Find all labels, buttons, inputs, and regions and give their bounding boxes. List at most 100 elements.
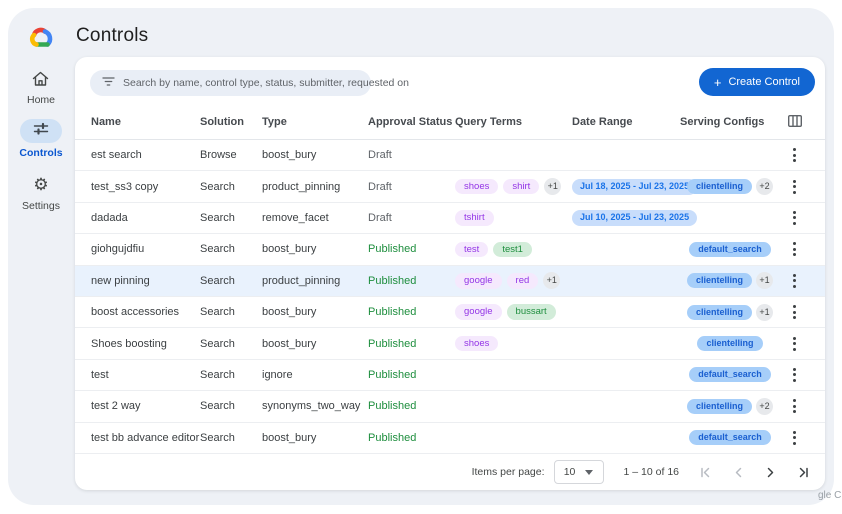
cell-type: remove_facet xyxy=(262,211,329,224)
serving-config-chip: default_search xyxy=(689,367,771,383)
controls-card: Search by name, control type, status, su… xyxy=(75,57,825,490)
table-row[interactable]: test_ss3 copy Search product_pinning Dra… xyxy=(75,171,825,203)
cell-solution: Search xyxy=(200,211,235,224)
cell-type: synonyms_two_way xyxy=(262,400,361,413)
row-menu-kebab-icon[interactable] xyxy=(789,270,800,292)
cell-query-terms: google red +1 xyxy=(455,272,572,290)
row-menu-kebab-icon[interactable] xyxy=(789,207,800,229)
row-menu-kebab-icon[interactable] xyxy=(789,364,800,386)
pagination-bar: Items per page: 10 1 – 10 of 16 xyxy=(75,454,825,490)
active-item-pill xyxy=(19,119,62,143)
cell-approval-status: Draft xyxy=(368,211,392,224)
cell-solution: Search xyxy=(200,306,235,319)
row-menu-kebab-icon[interactable] xyxy=(789,395,800,417)
sidebar-item-settings[interactable]: ⚙ Settings xyxy=(22,172,60,213)
cell-type: boost_bury xyxy=(262,431,317,444)
query-term-chip: google xyxy=(455,304,502,320)
cell-solution: Search xyxy=(200,400,235,413)
cell-name: giohgujdfiu xyxy=(91,243,145,256)
search-input[interactable]: Search by name, control type, status, su… xyxy=(90,70,409,96)
cell-name: Shoes boosting xyxy=(91,337,167,350)
table-row[interactable]: test 2 way Search synonyms_two_way Publi… xyxy=(75,391,825,423)
column-header-name: Name xyxy=(91,116,121,128)
query-term-chip: shoes xyxy=(455,178,499,195)
table-row[interactable]: new pinning Search product_pinning Publi… xyxy=(75,265,825,297)
column-header-date-range: Date Range xyxy=(572,116,633,128)
cell-date-range: Jul 18, 2025 - Jul 23, 2025 xyxy=(572,178,698,195)
first-page-button[interactable] xyxy=(698,465,713,480)
row-menu-kebab-icon[interactable] xyxy=(789,144,800,166)
cell-query-terms: test test1 xyxy=(455,241,572,258)
plus-icon: + xyxy=(713,74,722,90)
query-term-chip: red xyxy=(506,273,539,289)
row-menu-kebab-icon[interactable] xyxy=(789,176,800,198)
next-page-button[interactable] xyxy=(764,465,777,480)
row-menu-kebab-icon[interactable] xyxy=(789,238,800,260)
more-terms-badge: +1 xyxy=(543,272,561,290)
row-menu-kebab-icon[interactable] xyxy=(789,301,800,323)
table-row[interactable]: giohgujdfiu Search boost_bury Published … xyxy=(75,234,825,266)
more-serving-badge: +2 xyxy=(756,178,773,196)
query-term-chip: shoes xyxy=(455,335,499,352)
date-range-chip: Jul 10, 2025 - Jul 23, 2025 xyxy=(572,209,698,226)
items-per-page-label: Items per page: xyxy=(471,466,545,478)
table-row[interactable]: test bb advance editor Search boost_bury… xyxy=(75,423,825,454)
cell-type: ignore xyxy=(262,368,293,381)
table-row[interactable]: test Search ignore Published default_sea… xyxy=(75,360,825,392)
cell-serving-configs: clientelling +2 xyxy=(680,178,780,196)
column-header-solution: Solution xyxy=(200,116,244,128)
cell-approval-status: Published xyxy=(368,243,417,256)
row-menu-kebab-icon[interactable] xyxy=(789,333,800,355)
pagination-range-label: 1 – 10 of 16 xyxy=(623,466,679,478)
table-body: est search Browse boost_bury Draft test_… xyxy=(75,140,825,454)
more-serving-badge: +2 xyxy=(756,397,773,415)
sidebar-item-label: Controls xyxy=(19,147,63,159)
sidebar-item-home[interactable]: Home xyxy=(27,66,55,106)
home-icon xyxy=(31,66,50,90)
cell-serving-configs: default_search xyxy=(680,367,780,383)
tune-icon xyxy=(33,122,49,140)
cell-type: product_pinning xyxy=(262,274,341,287)
cell-query-terms: shoes xyxy=(455,335,572,352)
column-header-type: Type xyxy=(262,116,287,128)
cell-serving-configs: clientelling xyxy=(680,336,780,352)
cell-serving-configs: clientelling +1 xyxy=(680,272,780,290)
cell-approval-status: Published xyxy=(368,400,417,413)
create-control-button[interactable]: + Create Control xyxy=(698,68,815,96)
cell-approval-status: Published xyxy=(368,274,417,287)
more-serving-badge: +1 xyxy=(756,303,773,321)
row-menu-kebab-icon[interactable] xyxy=(789,427,800,449)
gear-icon: ⚙ xyxy=(33,174,49,194)
items-per-page-select[interactable]: 10 xyxy=(553,460,604,484)
items-per-page-value: 10 xyxy=(563,466,576,478)
cell-query-terms: google bussart xyxy=(455,304,572,320)
cell-type: boost_bury xyxy=(262,306,317,319)
cell-type: boost_bury xyxy=(262,337,317,350)
cell-approval-status: Published xyxy=(368,431,417,444)
cell-name: dadada xyxy=(91,211,128,224)
serving-config-chip: clientelling xyxy=(686,398,752,414)
column-chooser-button[interactable] xyxy=(780,114,809,130)
app-container: Controls Home Controls ⚙ xyxy=(8,8,834,505)
column-header-serving-configs: Serving Configs xyxy=(680,116,765,128)
cell-solution: Search xyxy=(200,431,235,444)
last-page-button[interactable] xyxy=(796,465,811,480)
table-row[interactable]: est search Browse boost_bury Draft xyxy=(75,140,825,172)
cell-approval-status: Draft xyxy=(368,180,392,193)
google-cloud-logo-icon xyxy=(24,24,58,49)
table-row[interactable]: boost accessories Search boost_bury Publ… xyxy=(75,297,825,329)
cell-solution: Browse xyxy=(200,149,237,162)
cell-name: est search xyxy=(91,149,142,162)
serving-config-chip: clientelling xyxy=(686,304,752,320)
previous-page-button[interactable] xyxy=(732,465,745,480)
sidebar-item-controls[interactable]: Controls xyxy=(19,119,63,159)
cell-solution: Search xyxy=(200,337,235,350)
serving-config-chip: clientelling xyxy=(686,273,752,289)
cell-type: product_pinning xyxy=(262,180,341,193)
table-row[interactable]: Shoes boosting Search boost_bury Publish… xyxy=(75,328,825,360)
cell-serving-configs: default_search xyxy=(680,241,780,257)
table-row[interactable]: dadada Search remove_facet Draft tshirt … xyxy=(75,203,825,235)
sidebar-item-label: Settings xyxy=(22,200,60,212)
query-term-chip: test1 xyxy=(493,241,532,258)
